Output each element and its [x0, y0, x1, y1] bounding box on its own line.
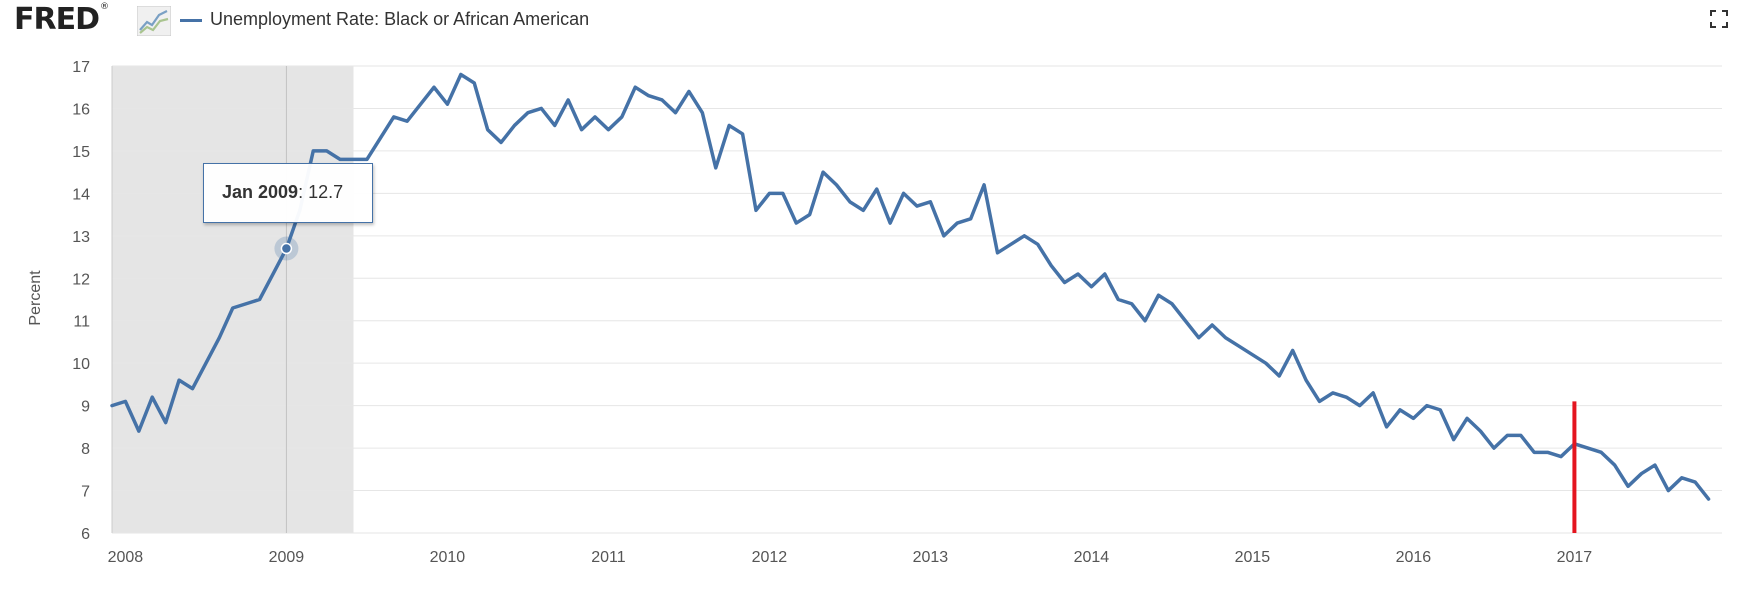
x-tick-2008: 2008	[108, 549, 144, 566]
y-tick-13: 13	[72, 229, 90, 246]
y-tick-15: 15	[72, 144, 90, 161]
y-tick-7: 7	[81, 484, 90, 501]
x-tick-2017: 2017	[1557, 549, 1593, 566]
y-tick-16: 16	[72, 101, 90, 118]
y-tick-labels: 6 7 8 9 10 11 12 13 14 15 16 17	[72, 59, 90, 543]
tooltip-separator: :	[298, 182, 309, 202]
chart-header: FRED® Unemployment Rate: Black or Africa…	[0, 0, 1744, 44]
fred-graph-logo-icon	[137, 6, 171, 36]
y-tick-17: 17	[72, 59, 90, 76]
tooltip-value: 12.7	[308, 182, 344, 202]
fred-logo-text: FRED	[14, 2, 100, 37]
tooltip-date: Jan 2009	[222, 182, 299, 202]
highlight-point	[280, 242, 293, 255]
x-tick-labels: 2008 2009 2010 2011 2012 2013 2014 2015 2016 2017	[108, 549, 1593, 566]
x-tick-2011: 2011	[591, 549, 626, 566]
registered-mark: ®	[100, 2, 109, 12]
legend-series-swatch	[180, 19, 202, 22]
recession-shading-layer	[112, 66, 354, 533]
x-tick-2013: 2013	[913, 549, 949, 566]
y-tick-9: 9	[81, 399, 90, 416]
y-tick-11: 11	[73, 314, 90, 331]
series-line-0	[110, 72, 1711, 501]
gridlines-layer	[111, 65, 1722, 534]
recession-shading	[112, 66, 354, 533]
x-tick-2012: 2012	[752, 549, 788, 566]
highlight-layer	[274, 236, 299, 261]
x-tick-2016: 2016	[1396, 549, 1432, 566]
y-tick-12: 12	[72, 271, 90, 288]
x-tick-2009: 2009	[269, 549, 305, 566]
data-tooltip: Jan 2009: 12.7	[203, 163, 373, 223]
series-title[interactable]: Unemployment Rate: Black or African Amer…	[210, 9, 590, 29]
y-tick-14: 14	[72, 186, 90, 203]
y-tick-6: 6	[81, 526, 90, 543]
x-tick-2015: 2015	[1235, 549, 1271, 566]
y-axis-label: Percent	[27, 270, 44, 326]
fred-logo[interactable]: FRED®	[14, 2, 109, 37]
y-tick-10: 10	[72, 356, 90, 373]
series-layer	[110, 72, 1711, 501]
y-tick-8: 8	[81, 441, 90, 458]
x-tick-2010: 2010	[430, 549, 466, 566]
x-tick-2014: 2014	[1074, 549, 1110, 566]
fullscreen-icon[interactable]	[1710, 10, 1728, 28]
